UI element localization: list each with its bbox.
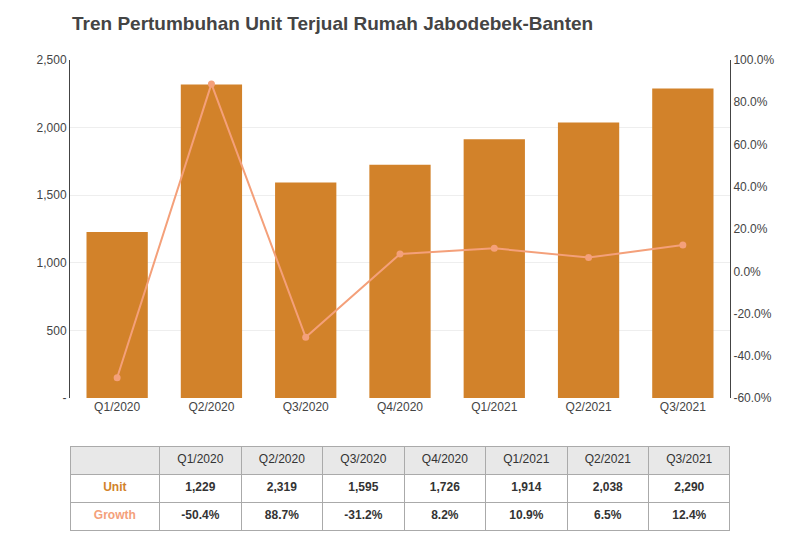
- svg-text:Q3/2020: Q3/2020: [283, 400, 329, 414]
- svg-text:Q2/2021: Q2/2021: [566, 400, 612, 414]
- svg-text:1,229: 1,229: [185, 480, 215, 494]
- svg-text:20.0%: 20.0%: [733, 222, 767, 236]
- svg-text:2,319: 2,319: [267, 480, 297, 494]
- svg-text:40.0%: 40.0%: [733, 180, 767, 194]
- svg-text:-40.0%: -40.0%: [733, 349, 771, 363]
- svg-text:2,000: 2,000: [37, 121, 67, 135]
- svg-text:1,000: 1,000: [37, 256, 67, 270]
- svg-text:80.0%: 80.0%: [733, 95, 767, 109]
- svg-text:1,914: 1,914: [511, 480, 541, 494]
- svg-text:2,038: 2,038: [593, 480, 623, 494]
- svg-text:1,595: 1,595: [348, 480, 378, 494]
- svg-text:500: 500: [47, 324, 67, 338]
- svg-text:0.0%: 0.0%: [733, 265, 761, 279]
- svg-text:88.7%: 88.7%: [265, 508, 299, 522]
- svg-text:Q4/2020: Q4/2020: [422, 452, 468, 466]
- svg-text:Q3/2020: Q3/2020: [340, 452, 386, 466]
- svg-text:Q2/2020: Q2/2020: [188, 400, 234, 414]
- svg-text:-: -: [63, 391, 67, 405]
- svg-text:60.0%: 60.0%: [733, 138, 767, 152]
- svg-text:1,726: 1,726: [430, 480, 460, 494]
- svg-text:Growth: Growth: [94, 508, 136, 522]
- svg-text:Q1/2021: Q1/2021: [503, 452, 549, 466]
- svg-text:12.4%: 12.4%: [672, 508, 706, 522]
- svg-text:2,290: 2,290: [674, 480, 704, 494]
- svg-text:8.2%: 8.2%: [431, 508, 459, 522]
- svg-text:1,500: 1,500: [37, 188, 67, 202]
- svg-text:-31.2%: -31.2%: [344, 508, 382, 522]
- svg-text:Q3/2021: Q3/2021: [660, 400, 706, 414]
- svg-text:-20.0%: -20.0%: [733, 307, 771, 321]
- svg-text:10.9%: 10.9%: [509, 508, 543, 522]
- svg-text:Q2/2021: Q2/2021: [585, 452, 631, 466]
- svg-text:Q1/2020: Q1/2020: [177, 452, 223, 466]
- svg-text:Q4/2020: Q4/2020: [377, 400, 423, 414]
- svg-text:Q1/2020: Q1/2020: [94, 400, 140, 414]
- svg-text:Q3/2021: Q3/2021: [666, 452, 712, 466]
- svg-text:-60.0%: -60.0%: [733, 391, 771, 405]
- svg-text:100.0%: 100.0%: [733, 53, 774, 67]
- svg-text:Q2/2020: Q2/2020: [259, 452, 305, 466]
- svg-text:6.5%: 6.5%: [594, 508, 622, 522]
- svg-text:Tren Pertumbuhan Unit Terjual: Tren Pertumbuhan Unit Terjual Rumah Jabo…: [72, 13, 593, 34]
- svg-text:Q1/2021: Q1/2021: [471, 400, 517, 414]
- svg-text:2,500: 2,500: [37, 53, 67, 67]
- svg-text:-50.4%: -50.4%: [181, 508, 219, 522]
- svg-text:Unit: Unit: [103, 480, 126, 494]
